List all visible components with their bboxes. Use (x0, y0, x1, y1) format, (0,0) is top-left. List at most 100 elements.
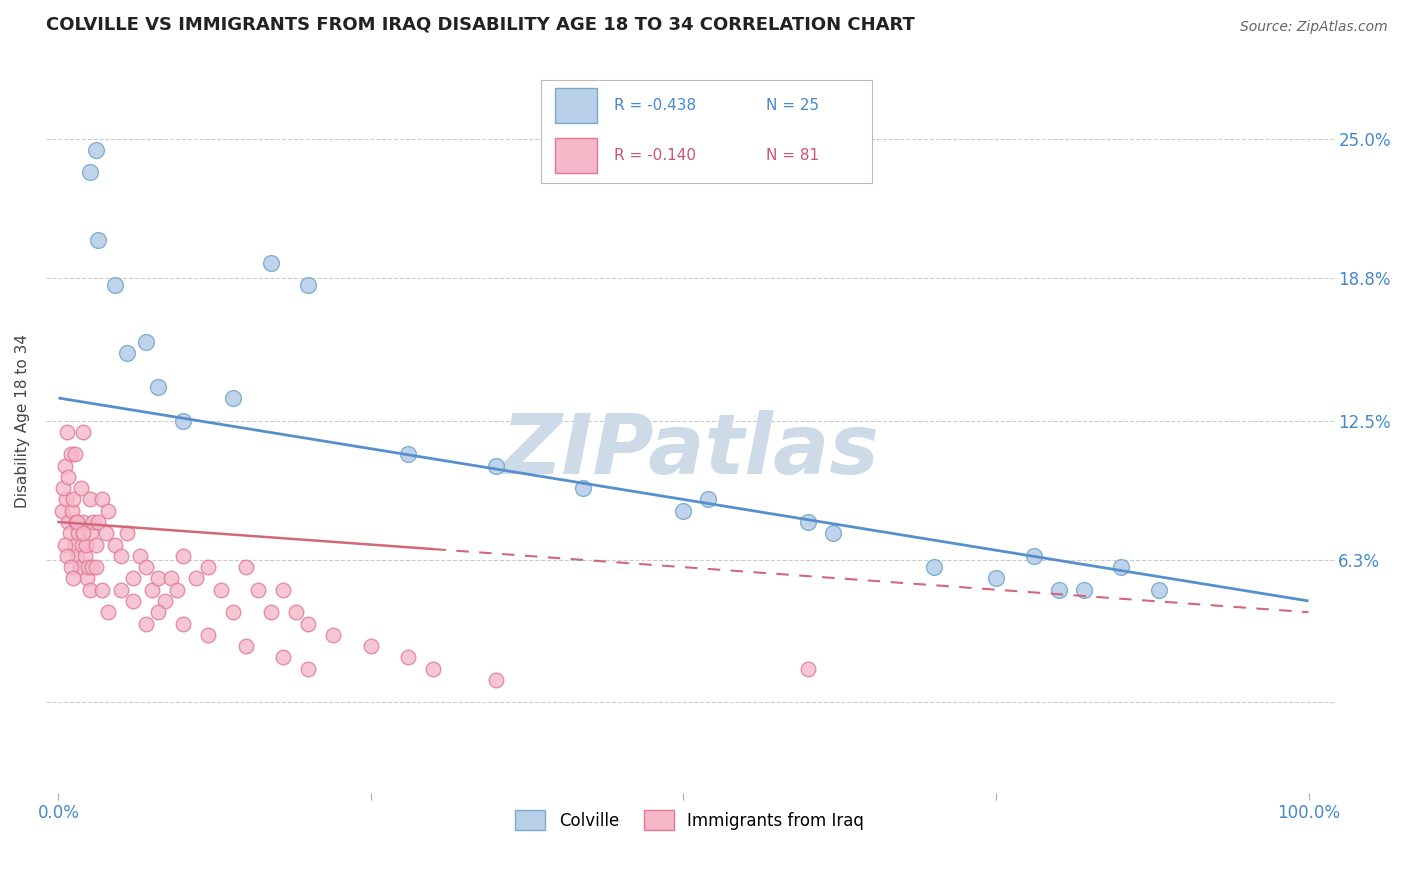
Point (984, 571, 1007, 585)
Point (135, 616, 157, 631)
Point (1073, 582, 1095, 597)
Point (297, 662, 319, 676)
Point (79, 492, 101, 507)
Point (184, 571, 207, 585)
Point (84, 143, 107, 157)
Point (91, 582, 114, 597)
Point (823, 526, 845, 541)
Point (62, 492, 84, 507)
Point (59, 560, 82, 574)
Point (297, 278, 319, 293)
Point (51, 504, 73, 518)
Point (60, 504, 83, 518)
Point (172, 413, 194, 427)
Point (141, 582, 163, 597)
Point (398, 447, 420, 461)
Point (148, 380, 170, 394)
Point (1147, 582, 1170, 597)
Point (52, 481, 75, 495)
Point (84, 560, 107, 574)
Point (72, 425, 94, 439)
Point (59, 526, 82, 541)
Point (1047, 582, 1070, 597)
Point (797, 662, 820, 676)
Point (360, 639, 382, 653)
Point (572, 481, 595, 495)
Point (235, 639, 257, 653)
Point (273, 650, 295, 665)
Point (247, 582, 270, 597)
Point (197, 628, 219, 642)
Point (53, 458, 76, 473)
Point (697, 492, 720, 507)
Point (94, 526, 117, 541)
Point (235, 560, 257, 574)
Point (1022, 549, 1045, 563)
Point (82, 515, 104, 529)
Point (297, 616, 319, 631)
Text: R = -0.438: R = -0.438 (614, 98, 696, 113)
Point (58, 470, 80, 484)
Point (63, 447, 86, 461)
Bar (554, 88, 598, 123)
Point (260, 255, 283, 269)
Point (55, 492, 77, 507)
Point (148, 605, 170, 619)
Point (135, 560, 157, 574)
Point (66, 515, 89, 529)
Point (80, 526, 103, 541)
Point (222, 391, 245, 405)
Point (166, 582, 188, 597)
Point (115, 526, 138, 541)
Point (273, 582, 295, 597)
Point (122, 594, 145, 608)
Point (73, 549, 96, 563)
Point (59, 447, 82, 461)
Text: R = -0.140: R = -0.140 (614, 148, 696, 162)
Point (398, 650, 420, 665)
Point (104, 538, 127, 552)
Point (922, 560, 945, 574)
Point (122, 571, 145, 585)
Point (72, 515, 94, 529)
Point (67, 526, 90, 541)
Point (422, 662, 444, 676)
Text: ZIPatlas: ZIPatlas (501, 409, 879, 491)
Point (260, 605, 283, 619)
Bar (554, 137, 598, 173)
Point (79, 165, 101, 179)
Point (69, 560, 91, 574)
Point (58, 515, 80, 529)
Point (97, 605, 120, 619)
Point (79, 582, 101, 597)
Point (53, 538, 76, 552)
Legend: Colville, Immigrants from Iraq: Colville, Immigrants from Iraq (509, 804, 870, 837)
Point (209, 582, 232, 597)
Point (75, 538, 97, 552)
Point (87, 515, 110, 529)
Point (128, 549, 150, 563)
Point (56, 425, 79, 439)
Point (91, 492, 114, 507)
Point (797, 515, 820, 529)
Point (160, 571, 183, 585)
Point (148, 571, 170, 585)
Point (70, 538, 93, 552)
Point (56, 549, 79, 563)
Point (82, 560, 104, 574)
Point (135, 334, 157, 349)
Point (110, 582, 132, 597)
Point (485, 673, 508, 687)
Point (84, 538, 107, 552)
Text: N = 25: N = 25 (766, 98, 820, 113)
Point (65, 515, 87, 529)
Text: N = 81: N = 81 (766, 148, 820, 162)
Y-axis label: Disability Age 18 to 34: Disability Age 18 to 34 (15, 334, 30, 508)
Point (77, 560, 100, 574)
Point (322, 628, 344, 642)
Text: Source: ZipAtlas.com: Source: ZipAtlas.com (1240, 20, 1388, 34)
Point (153, 594, 176, 608)
Point (172, 549, 194, 563)
Point (672, 504, 695, 518)
Point (70, 481, 93, 495)
